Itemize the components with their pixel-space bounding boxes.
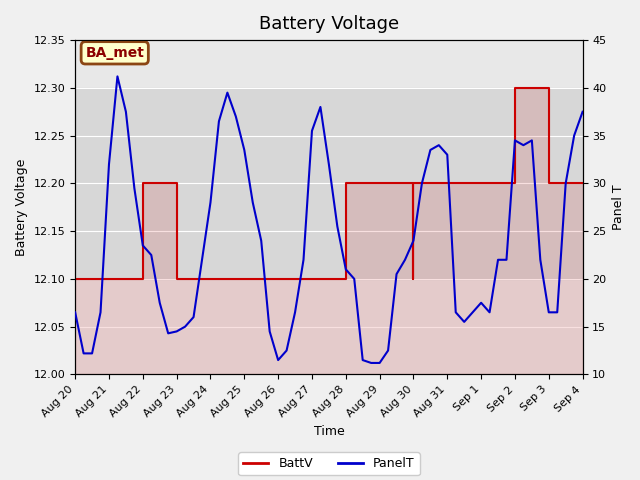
Bar: [75, 88, 582, 279]
Y-axis label: Panel T: Panel T: [612, 184, 625, 230]
Legend: BattV, PanelT: BattV, PanelT: [238, 452, 419, 475]
X-axis label: Time: Time: [314, 425, 344, 438]
Y-axis label: Battery Voltage: Battery Voltage: [15, 158, 28, 256]
Text: BA_met: BA_met: [85, 46, 144, 60]
Title: Battery Voltage: Battery Voltage: [259, 15, 399, 33]
